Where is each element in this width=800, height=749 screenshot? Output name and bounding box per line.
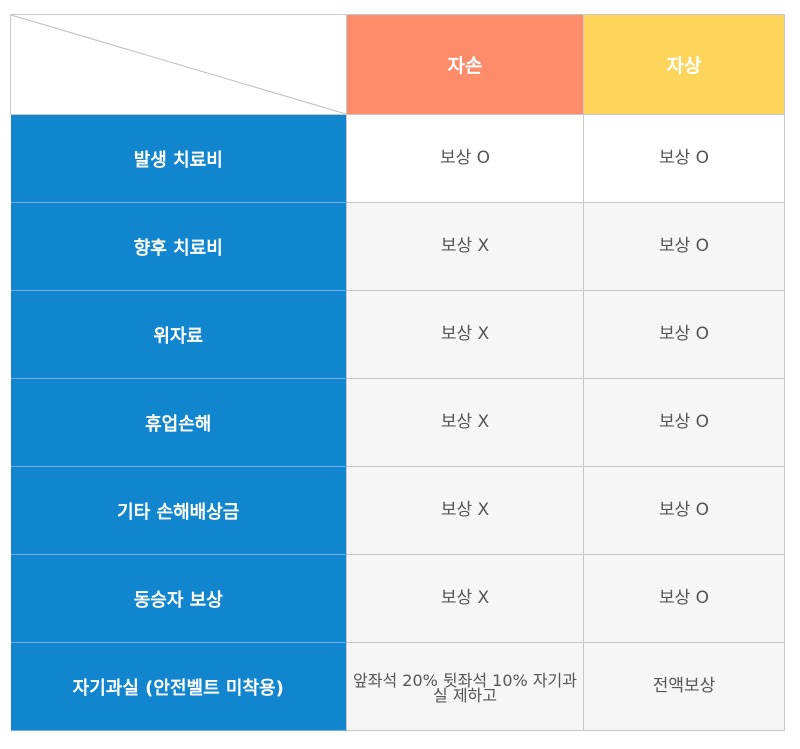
self-damage-value: 보상 O	[346, 114, 584, 203]
row-label: 동승자 보상	[10, 554, 347, 643]
self-damage-value: 보상 X	[346, 378, 584, 467]
corner-cell	[10, 14, 347, 115]
self-injury-value: 보상 O	[583, 202, 785, 291]
table-row: 향후 치료비 보상 X 보상 O	[10, 202, 785, 291]
row-label: 발생 치료비	[10, 114, 347, 203]
table-row: 기타 손해배상금 보상 X 보상 O	[10, 466, 785, 555]
row-label: 휴업손해	[10, 378, 347, 467]
self-injury-value: 보상 O	[583, 554, 785, 643]
self-injury-value: 보상 O	[583, 378, 785, 467]
row-label: 향후 치료비	[10, 202, 347, 291]
self-injury-value: 보상 O	[583, 114, 785, 203]
diagonal-divider	[11, 15, 346, 114]
column-header-self-damage: 자손	[346, 14, 584, 115]
row-label: 위자료	[10, 290, 347, 379]
self-damage-value: 보상 X	[346, 554, 584, 643]
self-damage-value: 보상 X	[346, 290, 584, 379]
row-label: 기타 손해배상금	[10, 466, 347, 555]
self-injury-value: 보상 O	[583, 466, 785, 555]
comparison-table-wrapper: 자손 자상 발생 치료비 보상 O 보상 O 향후 치료비 보상 X 보상 O …	[10, 14, 785, 731]
table-row: 발생 치료비 보상 O 보상 O	[10, 114, 785, 203]
table-row: 휴업손해 보상 X 보상 O	[10, 378, 785, 467]
table-row: 자기과실 (안전벨트 미착용) 앞좌석 20% 뒷좌석 10% 자기과실 제하고…	[10, 642, 785, 731]
table-row: 동승자 보상 보상 X 보상 O	[10, 554, 785, 643]
self-injury-value: 보상 O	[583, 290, 785, 379]
self-damage-value: 앞좌석 20% 뒷좌석 10% 자기과실 제하고	[346, 642, 584, 731]
table-header-row: 자손 자상	[10, 14, 785, 115]
table-row: 위자료 보상 X 보상 O	[10, 290, 785, 379]
self-damage-value: 보상 X	[346, 202, 584, 291]
self-injury-value: 전액보상	[583, 642, 785, 731]
row-label: 자기과실 (안전벨트 미착용)	[10, 642, 347, 731]
self-damage-value: 보상 X	[346, 466, 584, 555]
column-header-self-injury: 자상	[583, 14, 785, 115]
compensation-comparison-table: 자손 자상 발생 치료비 보상 O 보상 O 향후 치료비 보상 X 보상 O …	[10, 14, 785, 731]
